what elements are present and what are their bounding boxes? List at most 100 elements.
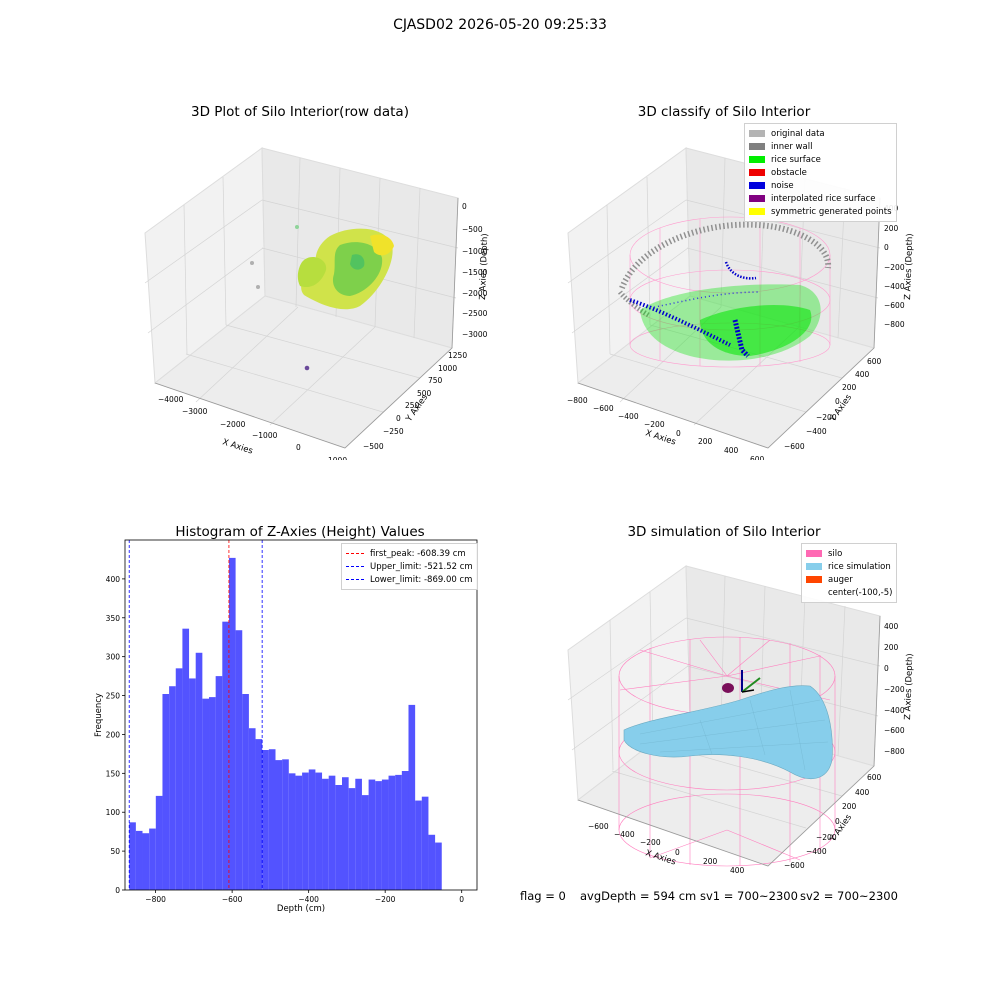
x-tick: 600: [750, 455, 765, 460]
histogram-bar: [335, 785, 343, 890]
classify-legend: original data inner wall rice surface ob…: [744, 123, 897, 222]
legend-item: center(-100,-5): [806, 586, 892, 599]
y-tick-label: 250: [106, 692, 121, 701]
legend-item: original data: [749, 127, 892, 140]
z-axis-label: Z Axies (Depth): [903, 233, 915, 300]
z-tick: −200: [884, 685, 905, 694]
y-axis-label: Y Axies: [828, 812, 855, 844]
x-tick: 200: [703, 857, 718, 866]
y-tick: 200: [842, 383, 857, 392]
x-axis-label: X Axies: [221, 437, 254, 456]
y-tick: 1250: [448, 351, 467, 360]
y-tick-label: 50: [110, 847, 120, 856]
x-tick: 400: [730, 866, 745, 875]
simulation-plot-title: 3D simulation of Silo Interior: [627, 524, 821, 540]
y-tick: −600: [784, 442, 805, 451]
z-tick: −600: [884, 301, 905, 310]
y-axis-label: Y Axies: [828, 392, 855, 424]
histogram-bar: [348, 788, 356, 890]
histogram-bar: [149, 828, 156, 890]
x-tick: −200: [640, 838, 661, 847]
sv1-text: sv1 = 700~2300: [700, 889, 798, 903]
y-tick: 1000: [438, 364, 457, 373]
auger-axis: [741, 677, 761, 693]
histogram-bar: [189, 678, 196, 890]
legend-item: silo: [806, 547, 892, 560]
y-tick: −400: [806, 847, 827, 856]
histogram-bar: [215, 676, 223, 890]
legend-item: symmetric generated points: [749, 205, 892, 218]
histogram-bar: [435, 842, 442, 890]
x-tick-label: −200: [375, 895, 396, 904]
x-tick: −400: [614, 830, 635, 839]
x-axis-label: X Axies: [644, 848, 677, 867]
z-tick: 0: [884, 243, 889, 252]
histogram-bar: [268, 749, 276, 890]
avg-depth-text: avgDepth = 594 cm: [580, 889, 697, 903]
legend-line: [346, 579, 364, 580]
legend-item: Upper_limit: -521.52 cm: [346, 560, 473, 573]
histogram-bar: [368, 779, 376, 890]
silo-wireframe: [618, 636, 836, 867]
z-tick: −3000: [462, 330, 488, 339]
z-tick: 400: [884, 622, 899, 631]
histogram-bar: [295, 775, 303, 890]
classify-plot-title: 3D classify of Silo Interior: [637, 104, 811, 120]
x-tick: −800: [567, 396, 588, 405]
y-tick: 600: [867, 357, 882, 366]
histogram-legend: first_peak: -608.39 cm Upper_limit: -521…: [341, 543, 478, 590]
z-tick: −400: [884, 706, 905, 715]
z-tick: −600: [884, 726, 905, 735]
center-marker: [722, 683, 734, 693]
y-tick-label: 200: [106, 730, 121, 739]
histogram-bar: [421, 796, 429, 890]
z-tick: −1500: [462, 268, 488, 277]
z-tick: 0: [884, 664, 889, 673]
y-tick: 0: [396, 414, 401, 423]
x-tick: 1000: [328, 456, 347, 460]
x-tick-label: −600: [222, 895, 243, 904]
y-tick-label: 300: [106, 653, 121, 662]
z-axis-label: Z Axies (Depth): [903, 653, 915, 720]
histogram-bar: [142, 833, 150, 890]
z-tick: −2500: [462, 309, 488, 318]
outlier-point: [295, 225, 299, 229]
y-tick: −200: [816, 413, 837, 422]
legend-item: rice surface: [749, 153, 892, 166]
y-tick: −500: [363, 442, 384, 451]
histogram-bar: [302, 772, 309, 890]
legend-swatch: [749, 143, 765, 150]
x-axis-label: Depth (cm): [277, 904, 325, 914]
legend-item: inner wall: [749, 140, 892, 153]
legend-item: noise: [749, 179, 892, 192]
y-tick: 0: [835, 397, 840, 406]
histogram-bar: [388, 775, 396, 890]
legend-swatch: [749, 182, 765, 189]
z-axis-label: Z Axies (Depth): [478, 233, 490, 300]
histogram-bar: [209, 697, 216, 890]
raw-plot-title: 3D Plot of Silo Interior(row data): [191, 104, 409, 120]
legend-item: rice simulation: [806, 560, 892, 573]
histogram-bar: [242, 694, 249, 890]
y-tick: 400: [855, 370, 870, 379]
histogram-bar: [129, 822, 136, 890]
raw-point-cloud: [297, 228, 394, 310]
legend-swatch: [749, 169, 765, 176]
y-tick: 750: [428, 376, 443, 385]
x-tick-label: 0: [459, 895, 464, 904]
legend-swatch: [806, 563, 822, 570]
legend-line: [346, 553, 364, 554]
histogram-bar: [328, 775, 336, 890]
histogram-bar: [235, 630, 243, 890]
x-tick: −3000: [182, 407, 208, 416]
plot-frame: [124, 539, 478, 891]
sv2-text: sv2 = 700~2300: [800, 889, 898, 903]
legend-swatch: [806, 589, 822, 596]
histogram-chart: −800 −600 −400 −200 0 0 50 100 150 200 250 300 350 4…: [94, 539, 478, 914]
x-tick-label: −400: [298, 895, 319, 904]
legend-swatch: [749, 195, 765, 202]
raw-3d-plot: −4000 −3000 −2000 −1000 0 1000 X Axies −…: [144, 147, 490, 460]
histogram-bar: [428, 834, 436, 890]
histogram-bar: [195, 652, 203, 890]
y-tick: 250: [405, 401, 420, 410]
